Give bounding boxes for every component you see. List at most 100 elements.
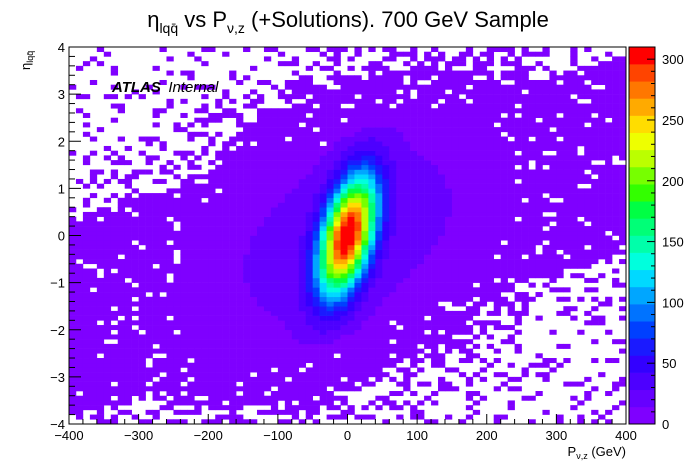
heatmap-cell — [556, 98, 564, 104]
heatmap-cell — [284, 240, 293, 246]
heatmap-cell — [472, 131, 481, 137]
heatmap-cell — [396, 160, 404, 166]
heatmap-cell — [612, 145, 620, 151]
heatmap-cell — [138, 334, 146, 340]
heatmap-cell — [361, 249, 369, 255]
heatmap-cell — [270, 358, 279, 364]
heatmap-cell — [444, 221, 453, 227]
heatmap-cell — [465, 240, 474, 246]
heatmap-cell — [124, 216, 132, 222]
heatmap-cell — [187, 287, 195, 293]
heatmap-cell — [507, 362, 515, 368]
heatmap-cell — [284, 320, 293, 326]
heatmap-cell — [500, 169, 508, 175]
heatmap-cell — [521, 155, 529, 161]
heatmap-cell — [458, 292, 467, 298]
heatmap-cell — [431, 207, 439, 213]
heatmap-cell — [584, 150, 592, 156]
heatmap-cell — [194, 221, 202, 227]
heatmap-cell — [340, 193, 348, 199]
heatmap-cell — [396, 131, 404, 137]
heatmap-cell — [124, 301, 132, 307]
heatmap-cell — [549, 89, 557, 95]
heatmap-cell — [89, 301, 98, 307]
heatmap-cell — [152, 273, 160, 279]
heatmap-cell — [347, 150, 355, 156]
heatmap-cell — [312, 249, 320, 255]
heatmap-cell — [243, 188, 251, 194]
heatmap-cell — [493, 268, 501, 274]
heatmap-cell — [124, 334, 132, 340]
heatmap-cell — [194, 84, 202, 90]
atlas-label: ATLAS Internal — [111, 79, 219, 96]
heatmap-cell — [570, 89, 578, 95]
heatmap-cell — [208, 226, 216, 232]
heatmap-cell — [284, 268, 293, 274]
heatmap-cell — [507, 230, 515, 236]
heatmap-cell — [444, 108, 453, 114]
heatmap-cell — [277, 221, 286, 227]
heatmap-cell — [152, 296, 160, 302]
heatmap-cell — [298, 263, 307, 269]
heatmap-cell — [305, 254, 313, 260]
heatmap-cell — [549, 183, 557, 189]
heatmap-cell — [403, 131, 411, 137]
heatmap-cell — [451, 98, 460, 104]
heatmap-cell — [340, 75, 348, 81]
heatmap-cell — [549, 164, 557, 170]
heatmap-cell — [319, 348, 327, 354]
heatmap-cell — [319, 155, 327, 161]
heatmap-cell — [591, 216, 599, 222]
heatmap-cell — [451, 230, 460, 236]
heatmap-cell — [514, 183, 522, 189]
heatmap-cell — [417, 296, 425, 302]
heatmap-cell — [263, 329, 272, 335]
heatmap-cell — [479, 282, 488, 288]
heatmap-cell — [598, 108, 606, 114]
heatmap-cell — [577, 230, 585, 236]
heatmap-cell — [424, 169, 432, 175]
heatmap-cell — [319, 315, 327, 321]
heatmap-cell — [110, 70, 119, 76]
heatmap-cell — [340, 306, 348, 312]
heatmap-cell — [563, 150, 571, 156]
heatmap-cell — [291, 334, 300, 340]
heatmap-cell — [444, 131, 453, 137]
heatmap-cell — [75, 244, 84, 250]
heatmap-cell — [215, 329, 223, 335]
heatmap-cell — [173, 419, 181, 425]
heatmap-cell — [229, 183, 237, 189]
heatmap-cell — [493, 301, 501, 307]
x-tick-label: −100 — [263, 428, 292, 443]
heatmap-cell — [319, 98, 327, 104]
heatmap-cell — [201, 391, 209, 397]
heatmap-cell — [410, 230, 418, 236]
y-tick-label: 2 — [58, 134, 65, 149]
heatmap-cell — [89, 221, 98, 227]
heatmap-cell — [424, 221, 432, 227]
heatmap-cell — [103, 391, 112, 397]
heatmap-cell — [563, 79, 571, 85]
heatmap-cell — [563, 145, 571, 151]
heatmap-cell — [382, 240, 390, 246]
heatmap-cell — [514, 226, 522, 232]
heatmap-cell — [82, 325, 91, 331]
heatmap-cell — [542, 197, 550, 203]
heatmap-cell — [354, 362, 362, 368]
heatmap-cell — [194, 301, 202, 307]
heatmap-cell — [479, 136, 488, 142]
heatmap-cell — [375, 343, 383, 349]
heatmap-cell — [180, 183, 188, 189]
heatmap-cell — [291, 61, 300, 67]
heatmap-cell — [444, 334, 453, 340]
heatmap-cell — [103, 343, 112, 349]
heatmap-cell — [493, 183, 501, 189]
heatmap-cell — [424, 70, 432, 76]
heatmap-cell — [333, 315, 341, 321]
heatmap-cell — [89, 372, 98, 378]
heatmap-cell — [479, 79, 488, 85]
heatmap-cell — [403, 343, 411, 349]
heatmap-cell — [396, 188, 404, 194]
heatmap-cell — [284, 188, 293, 194]
heatmap-cell — [417, 329, 425, 335]
